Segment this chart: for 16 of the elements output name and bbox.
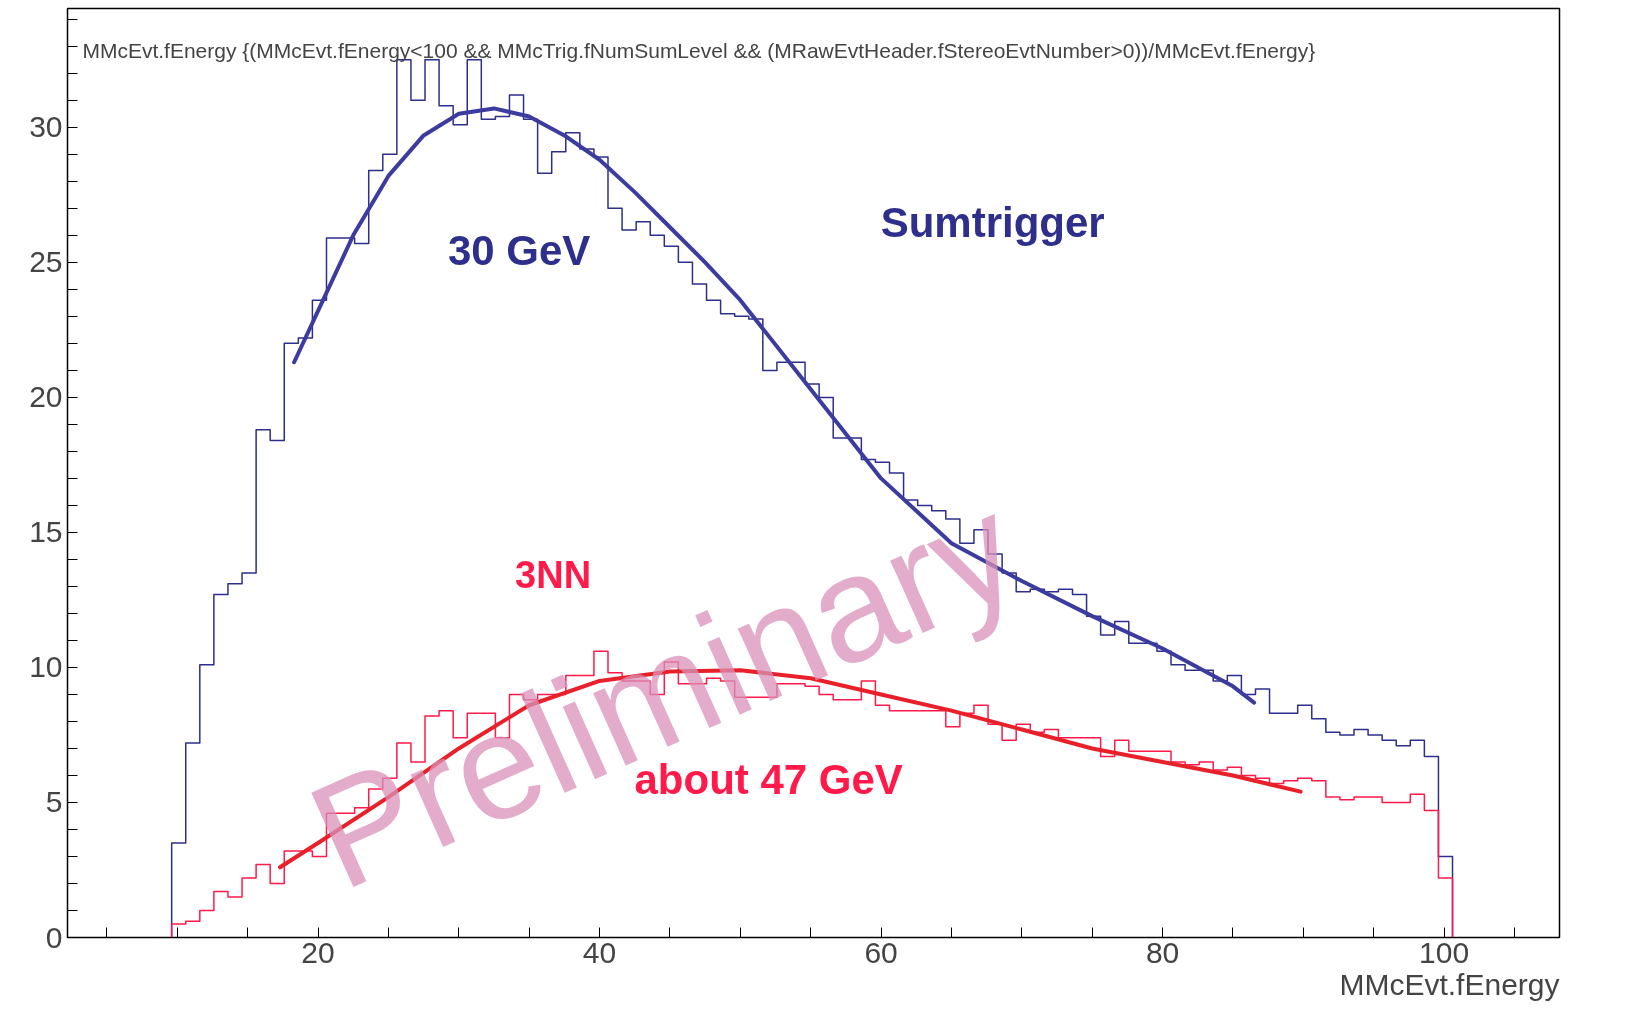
x-tick-label: 100: [1419, 935, 1470, 969]
y-tick-label: 20: [29, 380, 63, 414]
y-tick-label: 30: [29, 110, 63, 144]
x-tick-label: 20: [301, 935, 335, 969]
text: MMcEvt.fEnergy {(MMcEvt.fEnergy<100 && MMcTrig.fNumSumLevel && (MRawEvtHeader.fStereoEvtNumber>0))/MMcEvt.fEnergy}: [82, 38, 1316, 62]
y-tick-label: 5: [45, 785, 63, 819]
y-tick-label: 0: [45, 920, 63, 954]
text: Sumtrigger: [880, 198, 1105, 246]
x-tick-label: 60: [864, 935, 898, 969]
y-tick-label: 10: [29, 650, 63, 684]
annotation: 30 GeV: [447, 226, 591, 274]
y-tick-label: 25: [29, 245, 63, 279]
y-tick-label: 15: [29, 515, 63, 549]
x-tick-label: 40: [582, 935, 617, 969]
x-tick-label: 80: [1145, 935, 1180, 969]
x-axis-title: MMcEvt.fEnergy: [1339, 967, 1560, 1001]
